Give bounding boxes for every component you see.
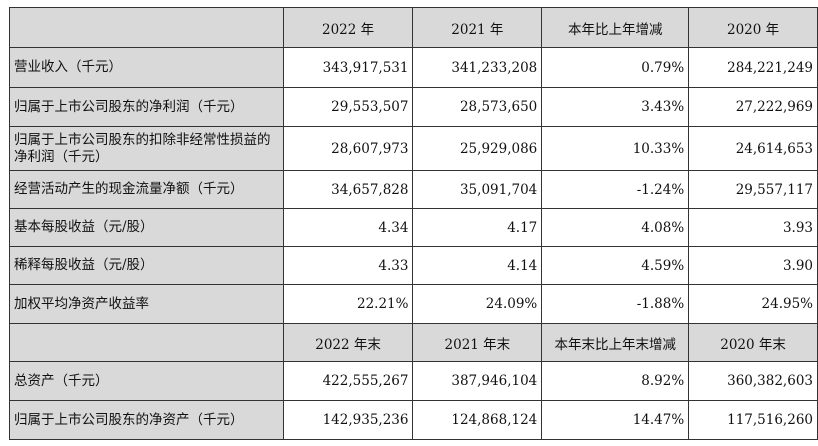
value-cell: 341,233,208	[412, 47, 543, 88]
table-row: 总资产（千元） 422,555,267 387,946,104 8.92% 36…	[9, 361, 818, 401]
table-row: 经营活动产生的现金流量净额（千元） 34,657,828 35,091,704 …	[9, 170, 818, 209]
row-label: 基本每股收益（元/股）	[9, 208, 284, 247]
value-cell: 117,516,260	[688, 400, 818, 440]
value-cell: 24,614,653	[688, 126, 818, 171]
value-cell: 124,868,124	[412, 400, 543, 440]
value-cell: 343,917,531	[282, 47, 414, 88]
value-cell: 284,221,249	[688, 47, 818, 88]
value-cell: 3.93	[688, 208, 818, 247]
value-cell: 10.33%	[541, 126, 690, 171]
value-cell: 29,557,117	[688, 170, 818, 209]
value-cell: -1.24%	[541, 170, 690, 209]
value-cell: 25,929,086	[412, 126, 543, 171]
value-cell: 142,935,236	[282, 400, 414, 440]
value-cell: 360,382,603	[688, 361, 818, 401]
value-cell: 4.17	[412, 208, 543, 247]
value-cell: 29,553,507	[282, 87, 414, 127]
value-cell: 0.79%	[541, 47, 690, 88]
value-cell: 28,607,973	[282, 126, 414, 171]
header-row-year-end: 2022 年末 2021 年末 本年末比上年末增减 2020 年末	[9, 323, 818, 362]
table-row: 归属于上市公司股东的净资产（千元） 142,935,236 124,868,12…	[9, 400, 818, 440]
row-label: 营业收入（千元）	[9, 47, 284, 88]
header-cell: 2020 年	[688, 7, 818, 48]
header-cell: 2021 年末	[412, 323, 543, 362]
value-cell: 24.09%	[412, 284, 543, 324]
header-cell: 本年比上年增减	[541, 7, 690, 48]
table-row: 归属于上市公司股东的净利润（千元） 29,553,507 28,573,650 …	[9, 87, 818, 127]
table-row: 营业收入（千元） 343,917,531 341,233,208 0.79% 2…	[9, 47, 818, 88]
value-cell: 14.47%	[541, 400, 690, 440]
header-cell: 2020 年末	[688, 323, 818, 362]
header-cell: 2022 年末	[282, 323, 414, 362]
value-cell: 34,657,828	[282, 170, 414, 209]
value-cell: 3.43%	[541, 87, 690, 127]
header-cell: 2021 年	[412, 7, 543, 48]
value-cell: 24.95%	[688, 284, 818, 324]
value-cell: 387,946,104	[412, 361, 543, 401]
header-corner-cell	[9, 323, 284, 362]
value-cell: 422,555,267	[282, 361, 414, 401]
value-cell: 4.59%	[541, 246, 690, 285]
row-label: 归属于上市公司股东的扣除非经常性损益的净利润（千元）	[9, 126, 284, 171]
value-cell: 35,091,704	[412, 170, 543, 209]
row-label: 稀释每股收益（元/股）	[9, 246, 284, 285]
financial-summary-table: 2022 年 2021 年 本年比上年增减 2020 年 营业收入（千元） 34…	[9, 7, 818, 440]
value-cell: 4.14	[412, 246, 543, 285]
table-row: 稀释每股收益（元/股） 4.33 4.14 4.59% 3.90	[9, 246, 818, 285]
value-cell: -1.88%	[541, 284, 690, 324]
value-cell: 22.21%	[282, 284, 414, 324]
table-row: 基本每股收益（元/股） 4.34 4.17 4.08% 3.93	[9, 208, 818, 247]
value-cell: 4.34	[282, 208, 414, 247]
table-row: 加权平均净资产收益率 22.21% 24.09% -1.88% 24.95%	[9, 284, 818, 324]
row-label: 经营活动产生的现金流量净额（千元）	[9, 170, 284, 209]
value-cell: 27,222,969	[688, 87, 818, 127]
row-label: 归属于上市公司股东的净利润（千元）	[9, 87, 284, 127]
header-row-annual: 2022 年 2021 年 本年比上年增减 2020 年	[9, 7, 818, 48]
header-corner-cell	[9, 7, 284, 48]
row-label: 总资产（千元）	[9, 361, 284, 401]
row-label: 归属于上市公司股东的净资产（千元）	[9, 400, 284, 440]
header-cell: 本年末比上年末增减	[541, 323, 690, 362]
row-label: 加权平均净资产收益率	[9, 284, 284, 324]
header-cell: 2022 年	[282, 7, 414, 48]
value-cell: 4.33	[282, 246, 414, 285]
value-cell: 3.90	[688, 246, 818, 285]
table-row: 归属于上市公司股东的扣除非经常性损益的净利润（千元） 28,607,973 25…	[9, 126, 818, 171]
value-cell: 4.08%	[541, 208, 690, 247]
value-cell: 28,573,650	[412, 87, 543, 127]
value-cell: 8.92%	[541, 361, 690, 401]
